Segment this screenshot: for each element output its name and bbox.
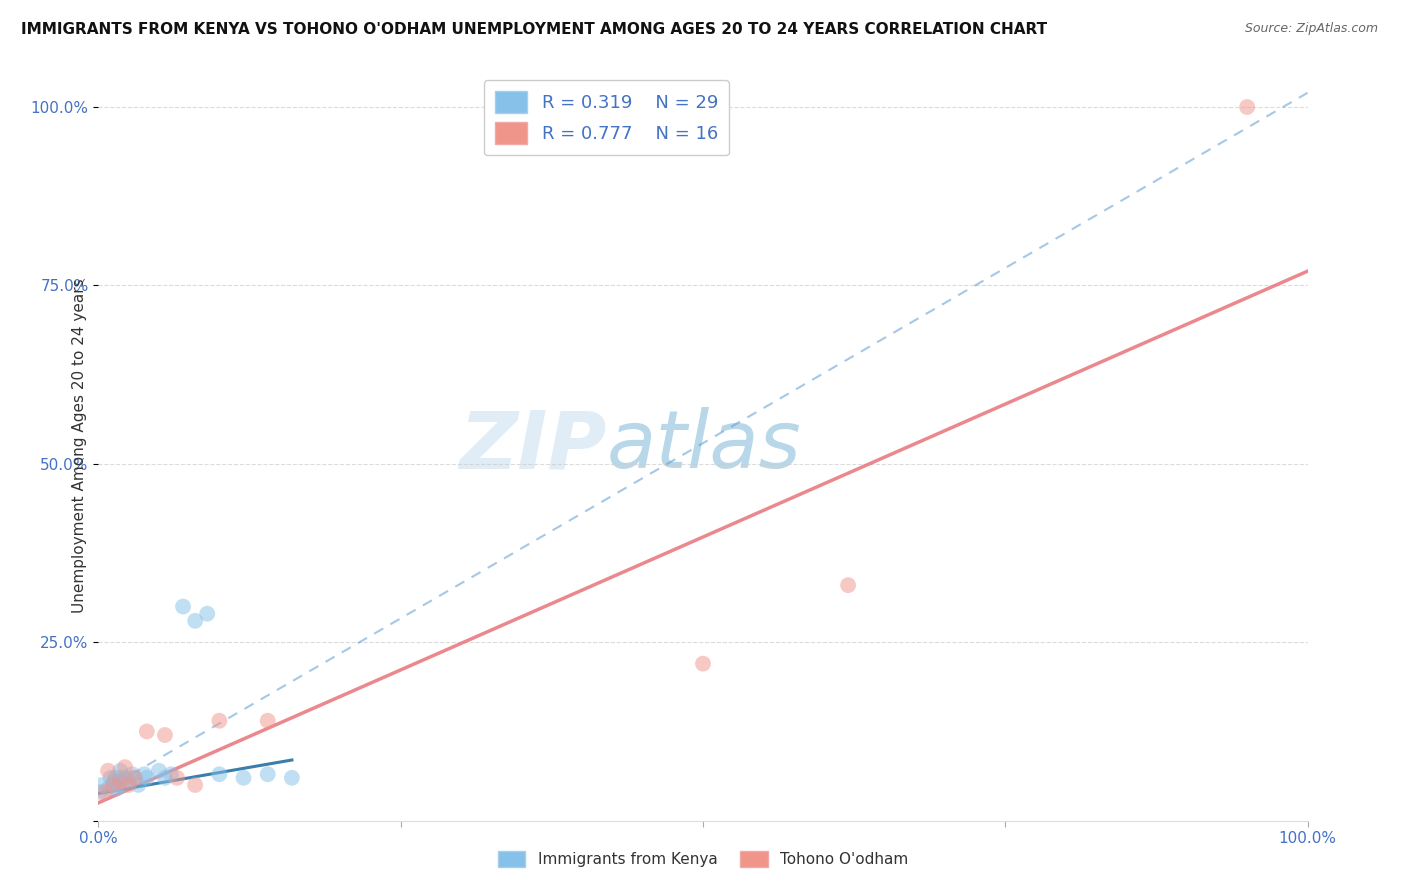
Point (104, 771, 127, 785)
Point (101, 778, 124, 792)
Point (135, 771, 157, 785)
Point (105, 781, 128, 796)
Point (118, 778, 141, 792)
Point (184, 614, 207, 628)
Point (103, 774, 125, 789)
Point (160, 767, 183, 781)
Point (172, 599, 194, 614)
Point (108, 764, 131, 778)
Point (195, 607, 218, 621)
Point (108, 774, 131, 789)
Point (148, 764, 170, 778)
Text: Source: ZipAtlas.com: Source: ZipAtlas.com (1244, 22, 1378, 36)
Point (281, 771, 304, 785)
Point (166, 771, 188, 785)
Text: IMMIGRANTS FROM KENYA VS TOHONO O'ODHAM UNEMPLOYMENT AMONG AGES 20 TO 24 YEARS C: IMMIGRANTS FROM KENYA VS TOHONO O'ODHAM … (21, 22, 1047, 37)
Text: atlas: atlas (606, 407, 801, 485)
Point (100, 771, 122, 785)
Point (135, 724, 157, 739)
Point (837, 578, 859, 592)
Point (89, 785, 111, 799)
Point (153, 728, 176, 742)
Point (124, 771, 146, 785)
Point (124, 771, 146, 785)
Point (256, 714, 278, 728)
Point (208, 714, 231, 728)
Point (108, 771, 131, 785)
Point (232, 771, 254, 785)
Point (107, 778, 129, 792)
Point (256, 767, 278, 781)
Point (114, 760, 136, 774)
Point (1236, 100, 1258, 114)
Text: ZIP: ZIP (458, 407, 606, 485)
Point (184, 778, 207, 792)
Point (101, 778, 124, 792)
Point (153, 771, 176, 785)
Point (134, 767, 156, 781)
Point (121, 767, 143, 781)
Point (97, 781, 120, 796)
Point (692, 657, 714, 671)
Legend: Immigrants from Kenya, Tohono O'odham: Immigrants from Kenya, Tohono O'odham (492, 845, 914, 873)
Point (93, 785, 115, 799)
Point (127, 778, 149, 792)
Point (208, 767, 231, 781)
Point (97, 764, 120, 778)
Point (91, 778, 114, 792)
Y-axis label: Unemployment Among Ages 20 to 24 years: Unemployment Among Ages 20 to 24 years (72, 278, 87, 614)
Point (118, 774, 141, 789)
Point (114, 771, 136, 785)
Point (111, 778, 134, 792)
